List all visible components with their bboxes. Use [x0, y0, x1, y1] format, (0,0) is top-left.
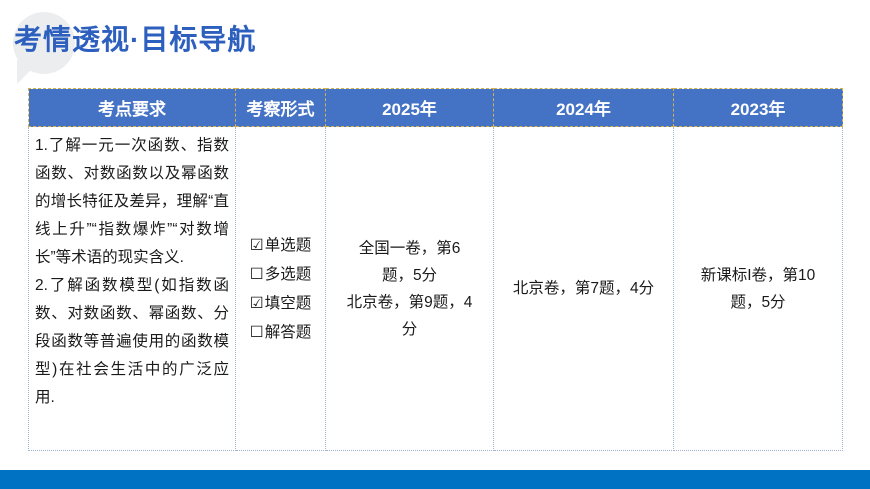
exam-form-item: ☐解答题 — [250, 318, 311, 347]
table-header-row: 考点要求 考察形式 2025年 2024年 2023年 — [28, 88, 843, 127]
exam-form-label: 填空题 — [264, 294, 312, 312]
exam-form-label: 解答题 — [264, 323, 312, 341]
requirement-item-2: 2.了解函数模型(如指数函数、对数函数、幂函数、分段函数等普遍使用的函数模型)在… — [35, 277, 229, 406]
decorative-bubble-tail — [17, 60, 41, 84]
exam-form-item: ☑填空题 — [250, 289, 311, 318]
year-2023-text: 新课标I卷，第10题，5分 — [700, 266, 816, 311]
page-title: 考情透视·目标导航 — [14, 24, 257, 55]
exam-form-list: ☑单选题 ☐多选题 ☑填空题 ☐解答题 — [250, 231, 311, 347]
exam-form-label: 单选题 — [264, 236, 312, 254]
exam-overview-table: 考点要求 考察形式 2025年 2024年 2023年 1.了解一元一次函数、指… — [28, 88, 843, 451]
header-year-2023: 2023年 — [673, 88, 843, 127]
checkbox-unchecked-icon[interactable]: ☐ — [249, 265, 264, 283]
year-2023-cell: 新课标I卷，第10题，5分 — [673, 126, 843, 451]
exam-forms-cell: ☑单选题 ☐多选题 ☑填空题 ☐解答题 — [235, 126, 326, 451]
year-2025-line-2: 北京卷，第9题，4分 — [346, 293, 473, 338]
exam-form-item: ☐多选题 — [250, 260, 311, 289]
exam-form-label: 多选题 — [264, 265, 312, 283]
table-body-row: 1.了解一元一次函数、指数函数、对数函数以及幂函数的增长特征及差异，理解“直线上… — [28, 126, 843, 451]
year-2024-text: 北京卷，第7题，4分 — [512, 280, 655, 297]
header-year-2025: 2025年 — [325, 88, 494, 127]
requirements-cell: 1.了解一元一次函数、指数函数、对数函数以及幂函数的增长特征及差异，理解“直线上… — [28, 126, 236, 451]
year-2025-line-1: 全国一卷，第6题，5分 — [358, 239, 461, 284]
checkbox-unchecked-icon[interactable]: ☐ — [249, 323, 264, 341]
exam-form-item: ☑单选题 — [250, 231, 311, 260]
checkbox-checked-icon[interactable]: ☑ — [249, 294, 264, 312]
checkbox-checked-icon[interactable]: ☑ — [249, 236, 264, 254]
header-exam-form: 考察形式 — [235, 88, 326, 127]
header-year-2024: 2024年 — [493, 88, 674, 127]
year-2024-cell: 北京卷，第7题，4分 — [493, 126, 674, 451]
requirement-item-1: 1.了解一元一次函数、指数函数、对数函数以及幂函数的增长特征及差异，理解“直线上… — [35, 137, 229, 266]
year-2025-cell: 全国一卷，第6题，5分 北京卷，第9题，4分 — [325, 126, 494, 451]
header-requirements: 考点要求 — [28, 88, 236, 127]
footer-accent-bar — [0, 470, 870, 489]
